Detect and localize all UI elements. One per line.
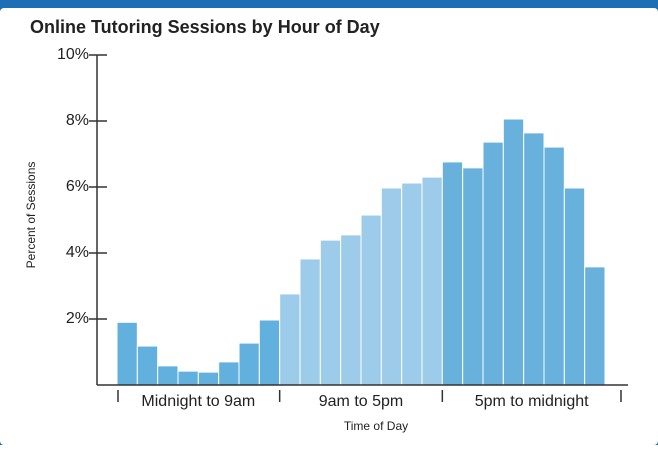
bar bbox=[116, 321, 138, 386]
chart-title: Online Tutoring Sessions by Hour of Day bbox=[30, 17, 380, 37]
bar bbox=[401, 182, 423, 386]
x-axis-title: Time of Day bbox=[344, 419, 408, 433]
bar bbox=[523, 132, 545, 386]
bar bbox=[482, 141, 504, 386]
group-label: 5pm to midnight bbox=[475, 393, 589, 410]
y-tick-label: 2% bbox=[66, 310, 89, 327]
bar bbox=[177, 370, 199, 386]
bar bbox=[136, 345, 159, 386]
y-tick-label: 4% bbox=[66, 244, 89, 261]
bar bbox=[462, 167, 484, 386]
bar bbox=[543, 146, 565, 386]
bar bbox=[584, 266, 606, 386]
bar bbox=[340, 234, 362, 386]
y-tick-label: 6% bbox=[66, 178, 89, 195]
y-tick-label: 8% bbox=[66, 112, 89, 129]
y-axis-title: Percent of Sessions bbox=[24, 162, 38, 269]
bar bbox=[502, 118, 525, 386]
bar bbox=[299, 258, 321, 386]
group-label: 9am to 5pm bbox=[319, 393, 403, 410]
bar bbox=[360, 214, 382, 386]
bar bbox=[258, 319, 281, 386]
bar bbox=[319, 239, 342, 386]
bar bbox=[157, 365, 179, 386]
bar bbox=[218, 361, 240, 386]
y-tick-label: 10% bbox=[57, 46, 89, 63]
bar bbox=[380, 187, 403, 386]
group-label: Midnight to 9am bbox=[141, 393, 255, 410]
bar bbox=[421, 176, 443, 386]
bar bbox=[238, 342, 260, 386]
bar bbox=[279, 293, 301, 386]
bar bbox=[441, 161, 464, 386]
bar bbox=[197, 371, 220, 386]
bar bbox=[563, 187, 586, 386]
